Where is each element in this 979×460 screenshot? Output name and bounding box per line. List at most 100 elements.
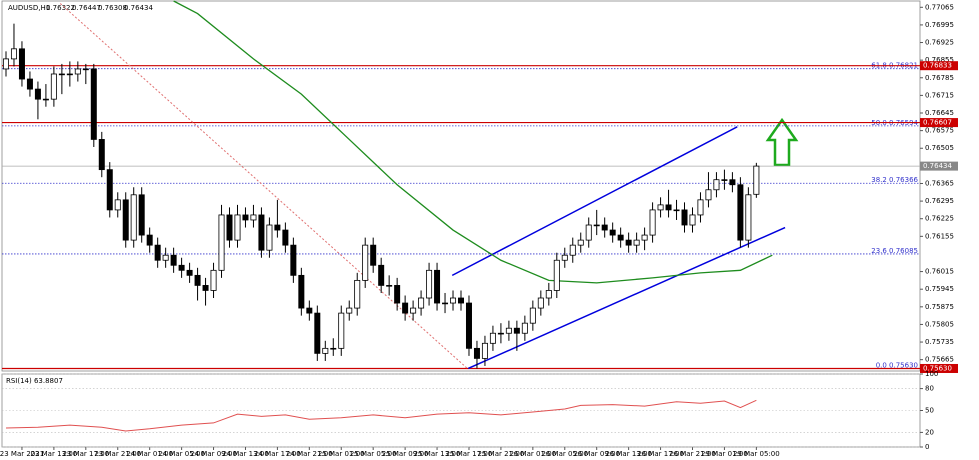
candle-body	[122, 199, 129, 241]
current-price-label: 0.76434	[923, 162, 952, 170]
candle-body	[370, 244, 377, 266]
y-tick-label: 0.75735	[925, 338, 954, 346]
candle-body	[154, 244, 161, 261]
candle-body	[378, 264, 385, 286]
rsi-label: RSI(14) 63.8807	[6, 377, 63, 385]
trendline	[59, 3, 468, 369]
rsi-tick-label: 50	[925, 407, 934, 415]
candle-body	[242, 214, 249, 221]
candle-body	[226, 214, 233, 241]
candle-body	[426, 269, 433, 299]
candle-body	[442, 302, 449, 305]
candle-body	[593, 224, 600, 227]
candle-body	[753, 165, 760, 195]
x-tick-label: 26 Mar 09:00	[573, 450, 620, 458]
candle-body	[745, 194, 752, 241]
x-tick-label: 25 Mar 09:00	[382, 450, 429, 458]
candle-body	[306, 307, 313, 314]
candle-body	[290, 244, 297, 276]
y-tick-label: 0.76505	[925, 144, 954, 152]
candle-body	[513, 327, 520, 334]
y-tick-label: 0.76925	[925, 39, 954, 47]
y-tick-label: 0.75875	[925, 303, 954, 311]
candle-body	[729, 179, 736, 186]
candle-body	[18, 48, 25, 80]
candle-body	[521, 322, 528, 334]
candle-body	[250, 214, 257, 221]
candle-body	[266, 224, 273, 251]
x-tick-label: 26 Mar 05:00	[541, 450, 588, 458]
candle-body	[402, 302, 409, 314]
candle-body	[42, 98, 49, 101]
header-high: 0.76447	[72, 4, 101, 12]
candle-body	[346, 307, 353, 314]
candle-body	[641, 234, 648, 241]
header-symbol: AUDUSD,H1	[8, 4, 50, 12]
candle-body	[577, 239, 584, 246]
candle-body	[130, 194, 137, 241]
trendline	[451, 126, 738, 277]
x-tick-label: 26 Mar 13:00	[605, 450, 652, 458]
fib-label: 23.6 0.76085	[871, 247, 918, 255]
x-tick-label: 25 Mar 17:00	[446, 450, 493, 458]
candle-body	[66, 73, 73, 76]
level-label-box	[920, 118, 958, 128]
x-tick-label: 24 Mar 17:00	[254, 450, 301, 458]
x-tick-label: 29 Mar 01:00	[701, 450, 748, 458]
up-arrow	[765, 117, 799, 167]
candle-body	[194, 274, 201, 286]
y-tick-label: 0.76855	[925, 56, 954, 64]
header-close: 0.76434	[124, 4, 153, 12]
y-tick-label: 0.76785	[925, 74, 954, 82]
header-open: 0.76322	[46, 4, 75, 12]
candle-body	[721, 179, 728, 181]
candle-body	[354, 279, 361, 309]
candle-body	[218, 214, 225, 271]
rsi-tick-label: 80	[925, 385, 934, 393]
x-tick-label: 23 Mar 21:00	[94, 450, 141, 458]
candle-body	[657, 204, 664, 211]
candle-body	[529, 307, 536, 324]
candle-body	[434, 269, 441, 304]
y-tick-label: 0.75665	[925, 356, 954, 364]
candle-body	[465, 302, 472, 349]
candle-body	[114, 199, 121, 211]
y-tick-label: 0.77065	[925, 3, 954, 11]
candle-body	[58, 73, 65, 76]
candle-body	[202, 285, 209, 291]
y-tick-label: 0.76015	[925, 268, 954, 276]
candle-body	[545, 290, 552, 299]
x-tick-label: 29 Mar 05:00	[733, 450, 780, 458]
level-label: 0.75630	[923, 364, 952, 372]
candle-body	[170, 254, 177, 266]
level-label-box	[920, 363, 958, 373]
y-tick-label: 0.76645	[925, 109, 954, 117]
candle-body	[162, 254, 169, 261]
candle-body	[497, 332, 504, 335]
rsi-tick-label: 0	[925, 443, 929, 451]
y-tick-label: 0.75805	[925, 320, 954, 328]
candle-body	[50, 73, 57, 100]
x-tick-label: 24 Mar 01:00	[126, 450, 173, 458]
candle-body	[457, 297, 464, 304]
candle-body	[481, 342, 488, 359]
candle-body	[665, 204, 672, 211]
candle-body	[601, 224, 608, 231]
y-tick-label: 0.76715	[925, 91, 954, 99]
candle-body	[505, 327, 512, 334]
candle-body	[673, 209, 680, 212]
candle-body	[553, 259, 560, 291]
candle-body	[298, 274, 305, 309]
candle-body	[633, 239, 640, 246]
trendline	[467, 226, 786, 370]
candle-body	[234, 214, 241, 241]
x-tick-label: 26 Mar 21:00	[669, 450, 716, 458]
x-tick-label: 24 Mar 13:00	[222, 450, 269, 458]
candle-body	[282, 229, 289, 246]
x-tick-label: 26 Mar 01:00	[509, 450, 556, 458]
candle-body	[585, 224, 592, 241]
candle-body	[338, 312, 345, 349]
level-label-box	[920, 61, 958, 71]
moving-average	[173, 0, 773, 284]
